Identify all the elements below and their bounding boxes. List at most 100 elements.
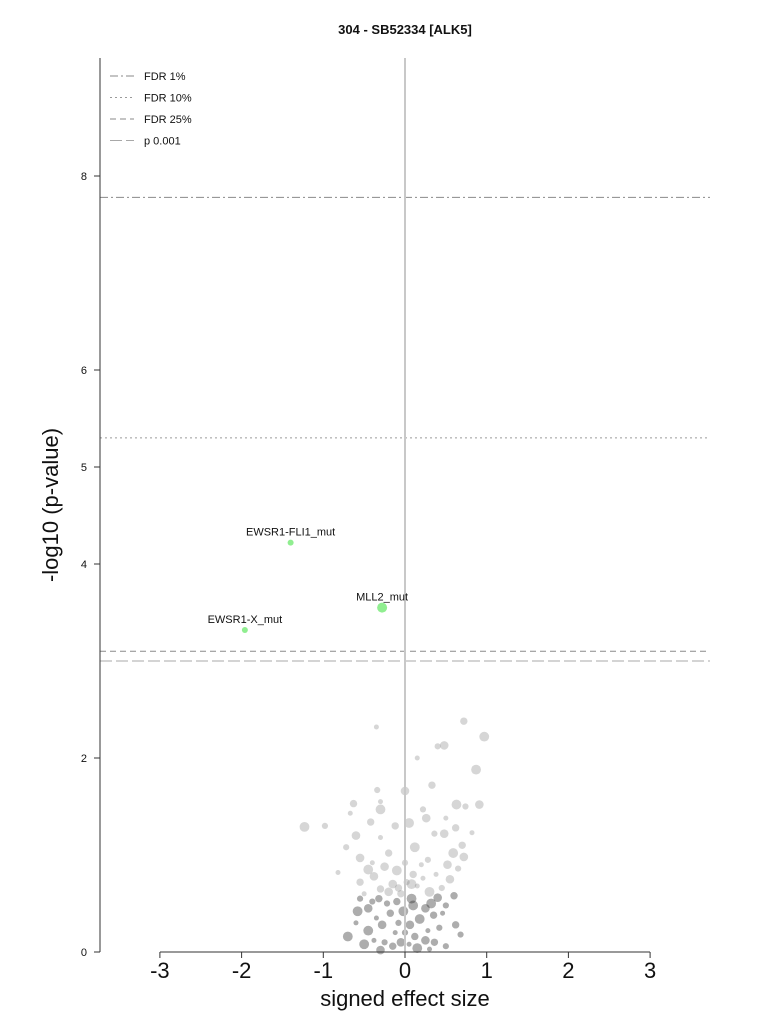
data-point bbox=[428, 781, 436, 789]
data-point bbox=[458, 841, 466, 849]
data-point bbox=[353, 920, 359, 926]
data-point bbox=[374, 786, 381, 794]
x-tick-label: 1 bbox=[481, 958, 493, 983]
data-point bbox=[375, 894, 383, 903]
data-point bbox=[424, 886, 435, 897]
data-point bbox=[419, 806, 427, 813]
data-point bbox=[335, 869, 341, 875]
data-point bbox=[414, 914, 425, 924]
data-point bbox=[361, 891, 367, 897]
data-point bbox=[457, 931, 464, 938]
data-point bbox=[406, 941, 412, 947]
y-tick-label: 8 bbox=[81, 171, 87, 183]
data-point bbox=[424, 856, 431, 863]
chart-title: 304 - SB52334 [ALK5] bbox=[338, 22, 472, 37]
data-point bbox=[383, 900, 391, 907]
data-point bbox=[384, 887, 393, 897]
data-point bbox=[376, 885, 385, 893]
data-point bbox=[321, 822, 329, 830]
data-point bbox=[376, 945, 385, 955]
data-point bbox=[414, 883, 420, 889]
data-point bbox=[392, 930, 398, 936]
data-point bbox=[342, 931, 353, 942]
data-point bbox=[381, 939, 388, 946]
data-point bbox=[375, 804, 386, 815]
x-axis-ticks: -3 -2 -1 0 1 2 3 bbox=[150, 952, 656, 983]
data-point bbox=[396, 938, 406, 947]
data-point bbox=[389, 942, 397, 950]
legend-label: p 0.001 bbox=[144, 136, 181, 148]
x-tick-label: 3 bbox=[644, 958, 656, 983]
data-point bbox=[433, 893, 442, 902]
data-point bbox=[433, 871, 439, 877]
data-point bbox=[451, 921, 460, 929]
data-point bbox=[475, 800, 484, 809]
data-point bbox=[356, 878, 364, 886]
legend: FDR 1% FDR 10% FDR 25% p 0.001 bbox=[110, 71, 192, 148]
highlighted-point bbox=[287, 539, 294, 546]
data-point bbox=[363, 904, 373, 913]
data-point bbox=[479, 731, 490, 742]
data-point bbox=[373, 915, 379, 921]
data-point bbox=[445, 874, 455, 884]
data-point bbox=[451, 824, 460, 832]
data-point bbox=[421, 904, 430, 913]
data-point bbox=[442, 943, 449, 950]
data-point bbox=[363, 864, 374, 875]
data-point bbox=[377, 799, 383, 805]
data-point bbox=[439, 829, 449, 838]
data-point bbox=[386, 909, 394, 917]
data-point bbox=[369, 898, 376, 905]
x-tick-label: -1 bbox=[314, 958, 334, 983]
point-label: EWSR1-FLI1_mut bbox=[246, 527, 335, 539]
data-point bbox=[460, 717, 468, 725]
background-points bbox=[299, 717, 490, 955]
y-tick-label: 6 bbox=[81, 365, 87, 377]
data-point bbox=[380, 862, 389, 871]
data-point bbox=[395, 919, 402, 927]
data-point bbox=[459, 852, 469, 862]
highlighted-points: EWSR1-FLI1_mut MLL2_mut EWSR1-X_mut bbox=[208, 527, 408, 633]
y-tick-label: 4 bbox=[81, 559, 87, 571]
y-tick-label: 2 bbox=[81, 753, 87, 765]
data-point bbox=[411, 932, 419, 941]
data-point bbox=[455, 865, 462, 872]
highlighted-point bbox=[241, 626, 248, 633]
data-point bbox=[412, 943, 423, 954]
data-point bbox=[438, 884, 445, 892]
y-axis-label: -log10 (p-value) bbox=[38, 428, 63, 582]
point-label: MLL2_mut bbox=[356, 592, 408, 604]
data-point bbox=[443, 815, 449, 821]
y-tick-label: 0 bbox=[81, 947, 87, 959]
data-point bbox=[398, 906, 409, 917]
x-tick-label: -2 bbox=[232, 958, 252, 983]
data-point bbox=[391, 822, 399, 830]
legend-label: FDR 10% bbox=[144, 93, 192, 105]
data-point bbox=[343, 844, 350, 851]
data-point bbox=[436, 924, 443, 931]
data-point bbox=[469, 830, 475, 836]
x-tick-label: 2 bbox=[562, 958, 574, 983]
data-point bbox=[421, 936, 430, 945]
legend-label: FDR 1% bbox=[144, 71, 186, 83]
data-point bbox=[352, 906, 363, 917]
data-point bbox=[404, 818, 414, 828]
data-point bbox=[426, 898, 437, 909]
data-point bbox=[393, 897, 401, 906]
data-point bbox=[406, 879, 417, 889]
data-point bbox=[366, 818, 375, 826]
data-point bbox=[430, 938, 439, 946]
data-point bbox=[418, 862, 424, 868]
data-point bbox=[371, 937, 377, 943]
data-point bbox=[373, 724, 379, 730]
data-point bbox=[349, 799, 358, 808]
data-point bbox=[356, 895, 364, 902]
data-point bbox=[431, 830, 438, 837]
data-point bbox=[448, 848, 459, 858]
data-point bbox=[451, 799, 462, 810]
data-point bbox=[355, 853, 365, 863]
data-point bbox=[391, 865, 402, 876]
data-point bbox=[359, 939, 370, 950]
data-point bbox=[409, 870, 417, 879]
